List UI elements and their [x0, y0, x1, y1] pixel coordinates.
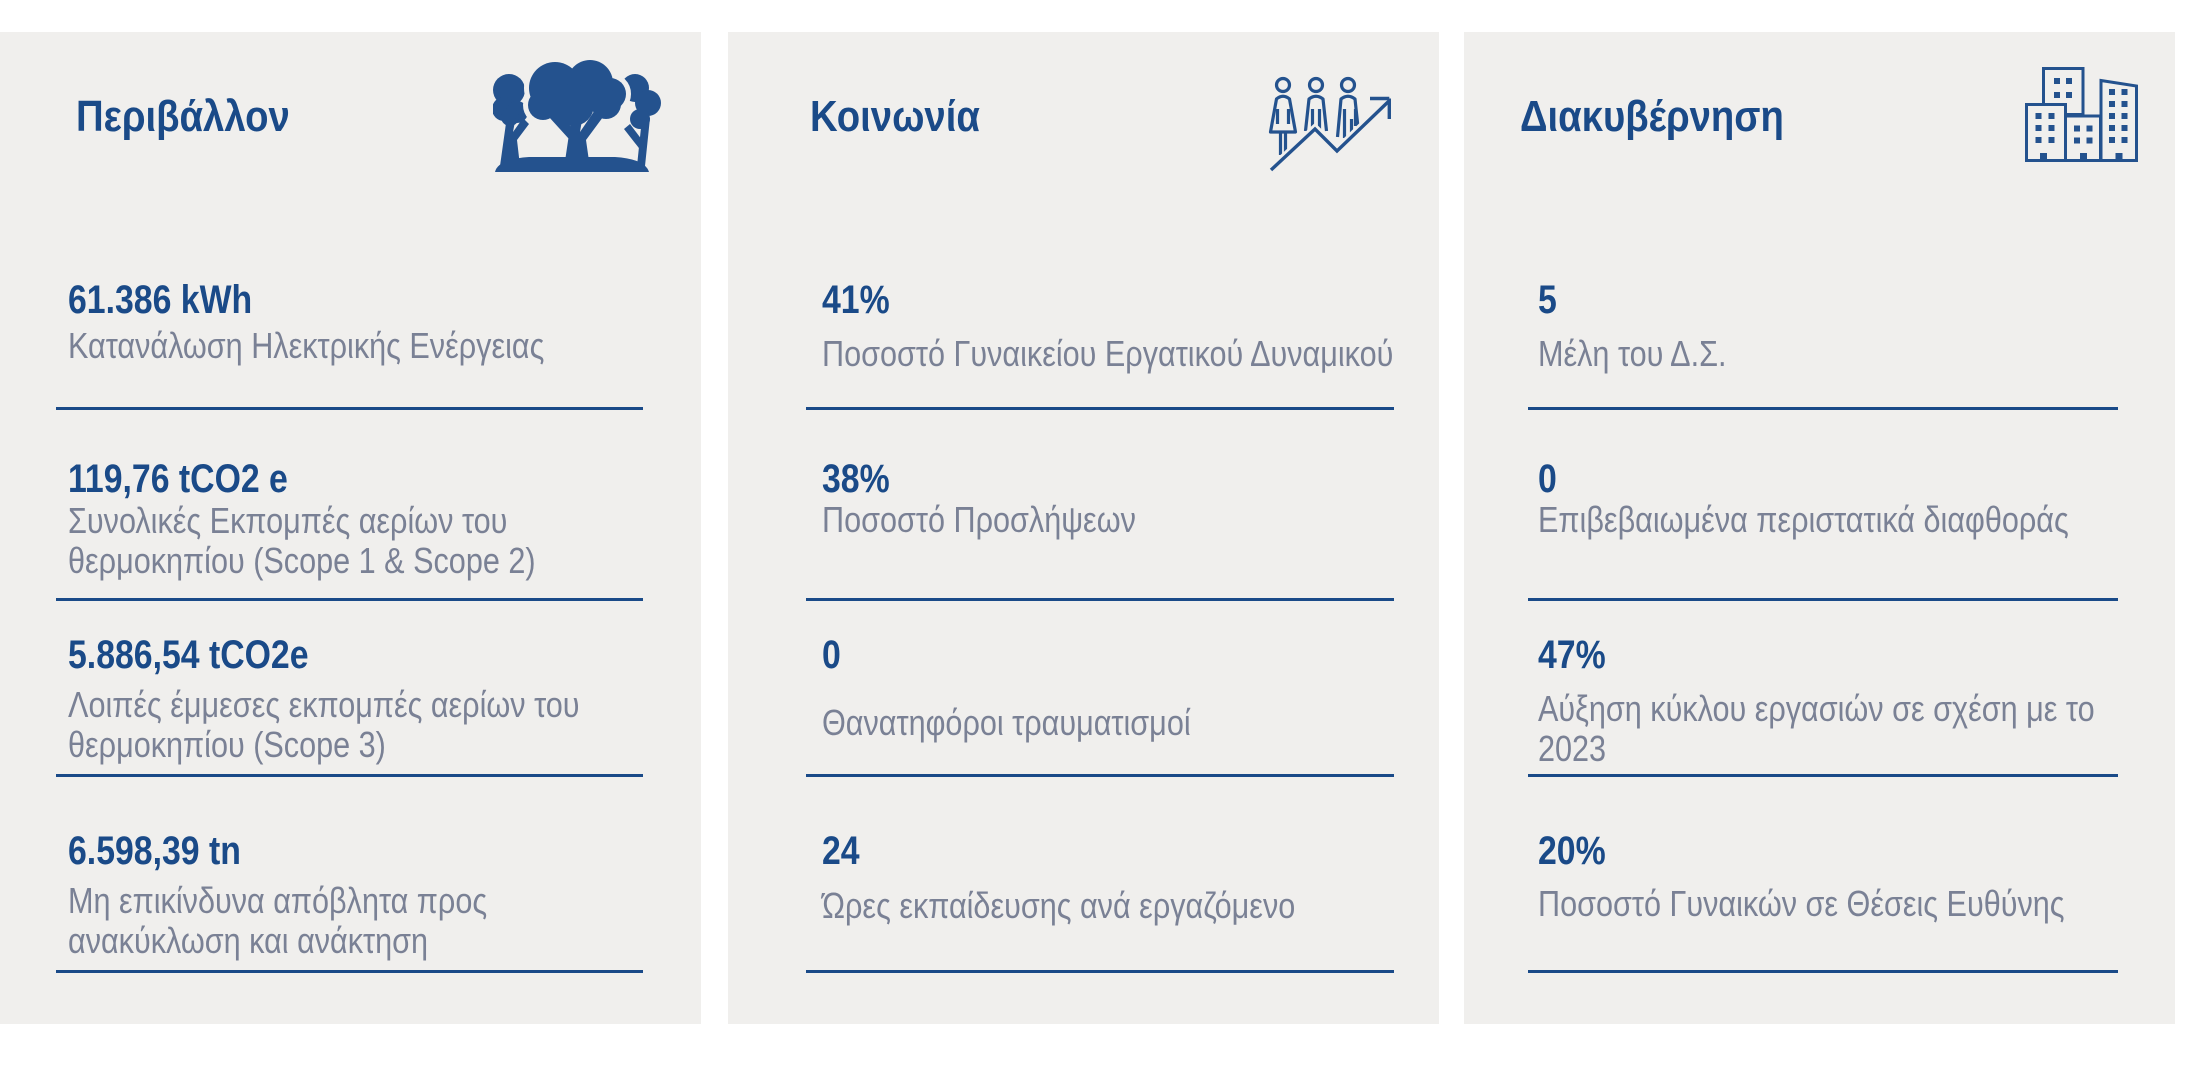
metric-value: 6.598,39 tn: [68, 829, 241, 873]
metric-ghg-scope12: 119,76 tCO2 e Συνολικές Εκπομπές αερίων …: [68, 459, 768, 581]
metric-value: 20%: [1538, 829, 1606, 873]
divider: [806, 598, 1394, 601]
divider: [56, 407, 643, 410]
people-growth-icon: [1267, 76, 1392, 174]
divider: [56, 970, 643, 973]
divider: [806, 970, 1394, 973]
divider: [1528, 407, 2118, 410]
card-governance-title: Διακυβέρνηση: [1520, 92, 1784, 141]
card-society: Κοινωνία: [728, 32, 1439, 1024]
metric-label: Λοιπές έμμεσες εκπομπές αερίων του θερμο…: [68, 684, 580, 765]
metric-corruption-incidents: 0 Επιβεβαιωμένα περιστατικά διαφθοράς: [1538, 459, 2194, 540]
metric-hiring-rate: 38% Ποσοστό Προσλήψεων: [822, 459, 1522, 540]
card-society-title: Κοινωνία: [810, 92, 980, 141]
metric-value: 61.386 kWh: [68, 278, 253, 322]
metric-value: 0: [822, 633, 841, 677]
divider: [806, 407, 1394, 410]
divider: [806, 774, 1394, 777]
metric-female-workforce: 41% Ποσοστό Γυναικείου Εργατικού Δυναμικ…: [822, 280, 1522, 374]
metric-value: 0: [1538, 457, 1557, 501]
card-governance: Διακυβέρνηση: [1464, 32, 2175, 1024]
metric-label: Ώρες εκπαίδευσης ανά εργαζόμενο: [822, 885, 1296, 926]
divider: [1528, 774, 2118, 777]
metric-fatal-injuries: 0 Θανατηφόροι τραυματισμοί: [822, 635, 1522, 743]
metric-label: Ποσοστό Γυναικείου Εργατικού Δυναμικού: [822, 333, 1394, 374]
metric-label: Μέλη του Δ.Σ.: [1538, 333, 1727, 374]
metric-label: Ποσοστό Γυναικών σε Θέσεις Ευθύνης: [1538, 883, 2065, 924]
metric-label: Αύξηση κύκλου εργασιών σε σχέση με το 20…: [1538, 688, 2095, 769]
metric-training-hours: 24 Ώρες εκπαίδευσης ανά εργαζόμενο: [822, 831, 1522, 926]
metric-value: 119,76 tCO2 e: [68, 457, 288, 501]
metric-women-managers: 20% Ποσοστό Γυναικών σε Θέσεις Ευθύνης: [1538, 831, 2194, 924]
divider: [1528, 970, 2118, 973]
card-environment: Περιβάλλον: [0, 32, 701, 1024]
card-environment-title: Περιβάλλον: [76, 92, 290, 141]
metric-label: Κατανάλωση Ηλεκτρικής Ενέργειας: [68, 325, 545, 366]
divider: [56, 774, 643, 777]
metric-label: Μη επικίνδυνα απόβλητα προς ανακύκλωση κ…: [68, 880, 488, 961]
divider: [1528, 598, 2118, 601]
metric-turnover-growth: 47% Αύξηση κύκλου εργασιών σε σχέση με τ…: [1538, 635, 2194, 769]
metric-value: 41%: [822, 278, 890, 322]
metric-value: 5.886,54 tCO2e: [68, 633, 309, 677]
trees-icon: [493, 60, 661, 172]
metric-waste: 6.598,39 tn Μη επικίνδυνα απόβλητα προς …: [68, 831, 768, 961]
metric-value: 47%: [1538, 633, 1606, 677]
divider: [56, 598, 643, 601]
metric-electricity: 61.386 kWh Κατανάλωση Ηλεκτρικής Ενέργει…: [68, 280, 768, 366]
metric-value: 38%: [822, 457, 890, 501]
metric-label: Ποσοστό Προσλήψεων: [822, 499, 1136, 540]
buildings-icon: [2025, 67, 2138, 162]
metric-ghg-scope3: 5.886,54 tCO2e Λοιπές έμμεσες εκπομπές α…: [68, 635, 768, 765]
metric-value: 5: [1538, 278, 1557, 322]
metric-label: Επιβεβαιωμένα περιστατικά διαφθοράς: [1538, 499, 2069, 540]
metric-label: Συνολικές Εκπομπές αερίων του θερμοκηπίο…: [68, 500, 536, 581]
metric-label: Θανατηφόροι τραυματισμοί: [822, 702, 1191, 743]
metric-board-members: 5 Μέλη του Δ.Σ.: [1538, 280, 2194, 374]
metric-value: 24: [822, 829, 860, 873]
